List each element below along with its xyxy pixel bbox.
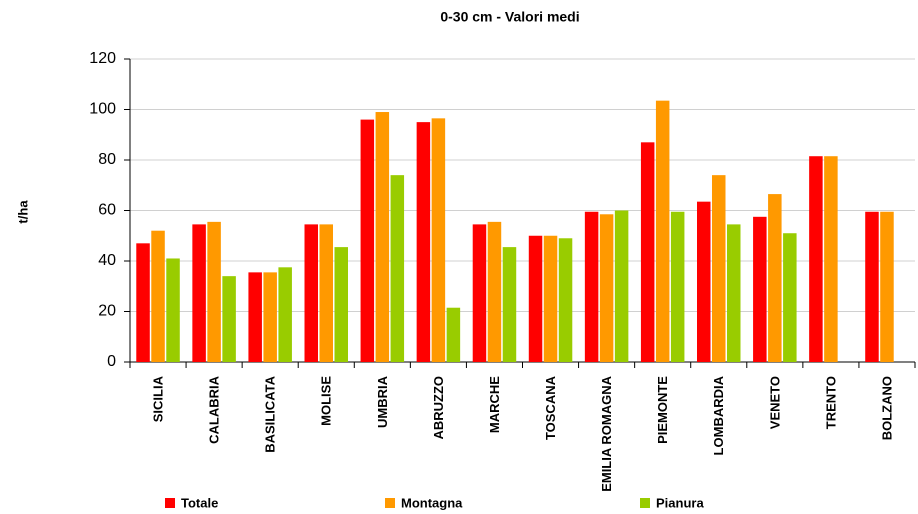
y-tick-label: 40 [98,252,116,269]
y-tick-label: 0 [107,353,116,370]
legend-label: Montagna [401,495,463,510]
bar [502,247,517,362]
y-tick-label: 20 [98,303,116,320]
bar [584,211,599,362]
bar [487,221,502,362]
bar [431,118,446,363]
x-tick-label: VENETO [767,376,782,429]
y-tick-label: 80 [98,151,116,168]
bar [472,224,487,362]
bar [248,272,262,362]
bar [768,194,782,362]
bar [599,214,614,362]
bar [614,210,629,362]
x-tick-label: TRENTO [823,376,838,429]
bar [528,235,543,362]
x-tick-label: UMBRIA [375,375,390,428]
bar [151,230,165,362]
x-tick-label: BASILICATA [263,375,278,452]
bar [655,100,670,362]
bar [824,156,838,362]
legend-swatch [640,498,650,508]
bar [207,221,221,362]
x-tick-label: CALABRIA [207,375,222,443]
y-tick-label: 120 [89,50,116,67]
legend-label: Totale [181,495,218,510]
legend-label: Pianura [656,495,704,510]
bar [640,142,655,362]
x-tick-label: PIEMONTE [655,376,670,444]
x-tick-label: MARCHE [487,376,502,433]
x-tick-label: TOSCANA [543,375,558,440]
x-tick-label: BOLZANO [879,376,894,440]
bar [319,224,333,362]
bar [166,258,180,362]
bar [712,175,726,362]
x-tick-label: EMILIA ROMAGNA [599,375,614,491]
y-tick-label: 100 [89,101,116,118]
bar [222,276,236,362]
y-axis-label: t/ha [15,200,30,224]
bar [558,238,573,362]
x-tick-label: MOLISE [319,376,334,426]
bar [670,211,685,362]
bar [865,211,879,362]
x-tick-label: SICILIA [150,375,165,422]
bar [278,267,292,362]
x-tick-label: ABRUZZO [431,376,446,440]
legend-swatch [165,498,175,508]
bar [390,175,405,362]
bar [446,307,461,362]
bar [880,211,894,362]
bar [375,112,390,363]
bar [809,156,823,362]
y-tick-label: 60 [98,202,116,219]
bar [136,243,150,362]
bar [263,272,277,362]
bar [753,216,767,362]
bar [334,247,348,362]
bar [543,235,558,362]
bar [727,224,741,362]
bar [416,122,431,362]
bar [783,233,797,362]
bar [360,119,375,362]
x-tick-label: LOMBARDIA [711,375,726,455]
legend-swatch [385,498,395,508]
bar [192,224,206,362]
chart-title: 0-30 cm - Valori medi [440,9,579,25]
bar [697,201,711,362]
bar [304,224,318,362]
